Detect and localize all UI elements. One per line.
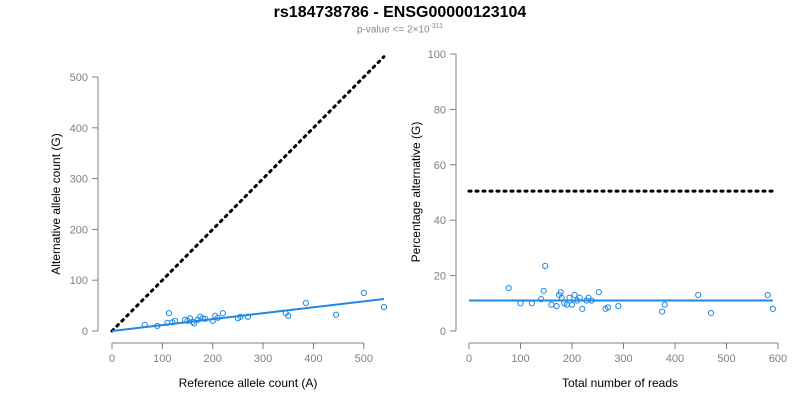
right-data-point-18 bbox=[579, 305, 586, 312]
left-y-tick-label-1: 100 bbox=[70, 275, 88, 287]
left-x-tick-label-5: 500 bbox=[355, 353, 373, 365]
left-data-point-5 bbox=[171, 317, 179, 324]
right-x-tick-label-2: 200 bbox=[563, 353, 581, 365]
right-data-point-30 bbox=[764, 291, 771, 299]
left-fit-line bbox=[111, 298, 385, 332]
right-y-tick-label-5: 100 bbox=[428, 49, 446, 61]
left-y-tick-label-2: 200 bbox=[70, 224, 88, 236]
subtitle-base: 10 bbox=[418, 24, 430, 36]
left-x-tick-label-0: 0 bbox=[109, 353, 115, 365]
subtitle-exponent: -311 bbox=[429, 23, 444, 30]
left-data-point-14 bbox=[202, 315, 209, 322]
right-x-tick-label-4: 400 bbox=[666, 353, 684, 365]
left-data-point-21 bbox=[244, 313, 252, 320]
left-y-tick-label-0: 0 bbox=[82, 326, 88, 338]
left-data-point-17 bbox=[214, 314, 221, 321]
right-data-point-17 bbox=[576, 294, 583, 301]
right-data-point-7 bbox=[553, 302, 560, 310]
left-x-axis-title: Reference allele count (A) bbox=[179, 376, 318, 390]
right-data-point-24 bbox=[604, 304, 612, 311]
subtitle-prefix: p-value <= 2 bbox=[356, 24, 413, 36]
right-data-point-21 bbox=[588, 297, 595, 304]
right-y-tick-label-3: 60 bbox=[434, 160, 446, 172]
right-x-tick-label-1: 100 bbox=[511, 353, 529, 365]
right-data-point-28 bbox=[695, 291, 702, 299]
right-data-point-31 bbox=[769, 305, 776, 312]
right-y-tick-label-1: 20 bbox=[434, 271, 446, 283]
right-y-tick-label-4: 80 bbox=[434, 104, 446, 116]
right-y-axis-title: Percentage alternative (G) bbox=[409, 122, 423, 263]
right-data-point-29 bbox=[707, 309, 715, 317]
right-data-point-10 bbox=[558, 294, 565, 301]
right-data-point-14 bbox=[568, 301, 576, 308]
right-data-point-27 bbox=[661, 301, 668, 308]
chart-title: rs184738786 - ENSG00000123104 bbox=[273, 4, 527, 21]
left-reference-line bbox=[110, 55, 386, 333]
right-data-point-0 bbox=[505, 284, 512, 292]
right-data-point-22 bbox=[595, 289, 602, 296]
left-x-tick-label-3: 300 bbox=[254, 353, 272, 365]
left-data-point-1 bbox=[154, 322, 161, 330]
right-data-point-4 bbox=[540, 287, 547, 294]
right-x-axis-title: Total number of reads bbox=[562, 376, 678, 390]
right-y-tick-label-2: 40 bbox=[434, 215, 446, 227]
right-data-point-5 bbox=[542, 262, 549, 270]
right-data-point-3 bbox=[538, 296, 545, 303]
left-data-point-15 bbox=[209, 317, 216, 324]
right-data-point-2 bbox=[528, 300, 535, 307]
left-data-point-27 bbox=[380, 304, 388, 311]
right-data-point-26 bbox=[659, 308, 666, 315]
chart-subtitle: p-value <= 2×10-311 bbox=[0, 23, 800, 35]
right-data-point-9 bbox=[557, 289, 564, 296]
left-data-point-18 bbox=[219, 310, 226, 317]
left-y-tick-label-5: 500 bbox=[70, 72, 88, 84]
left-data-point-9 bbox=[189, 318, 196, 325]
right-data-point-15 bbox=[571, 291, 578, 299]
right-data-point-1 bbox=[517, 300, 524, 307]
left-data-point-24 bbox=[302, 299, 309, 307]
right-y-tick-label-0: 0 bbox=[440, 326, 446, 338]
left-data-point-25 bbox=[333, 311, 340, 318]
right-x-tick-label-3: 300 bbox=[614, 353, 632, 365]
left-y-tick-label-4: 400 bbox=[70, 123, 88, 135]
left-data-point-13 bbox=[199, 315, 206, 322]
right-data-point-13 bbox=[566, 294, 573, 301]
left-data-point-0 bbox=[141, 321, 148, 329]
left-data-point-23 bbox=[285, 312, 292, 319]
left-x-tick-label-4: 400 bbox=[304, 353, 322, 365]
subtitle-times: × bbox=[412, 24, 419, 36]
left-x-tick-label-1: 100 bbox=[153, 353, 171, 365]
right-data-point-6 bbox=[548, 301, 555, 308]
left-data-point-26 bbox=[360, 289, 367, 296]
right-x-tick-label-6: 600 bbox=[769, 353, 787, 365]
left-y-axis-title: Alternative allele count (G) bbox=[49, 133, 63, 274]
left-x-tick-label-2: 200 bbox=[204, 353, 222, 365]
right-data-point-25 bbox=[615, 302, 622, 310]
left-data-point-10 bbox=[190, 320, 198, 327]
left-data-point-3 bbox=[165, 310, 173, 317]
left-y-tick-label-3: 300 bbox=[70, 174, 88, 186]
left-data-point-20 bbox=[237, 313, 244, 320]
right-x-tick-label-5: 500 bbox=[717, 353, 735, 365]
right-x-tick-label-0: 0 bbox=[466, 353, 472, 365]
